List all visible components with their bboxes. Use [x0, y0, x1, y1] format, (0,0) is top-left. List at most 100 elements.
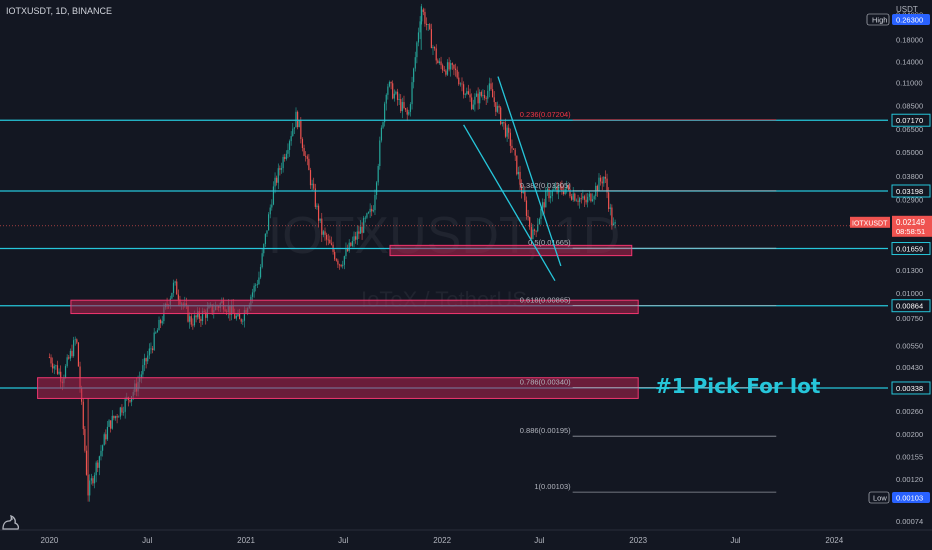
level-tag: 0.01659 [891, 242, 931, 256]
current-price: 0.02149 [896, 218, 925, 227]
candle [108, 419, 110, 428]
candle-body [433, 46, 436, 49]
price-tick-label: 0.06500 [896, 125, 923, 134]
candle-body [472, 104, 474, 110]
candle [606, 173, 608, 199]
candle-body [608, 192, 610, 209]
candle [446, 59, 449, 76]
candle-body [438, 61, 441, 64]
candle [372, 205, 374, 213]
candle [554, 182, 557, 191]
candle [591, 193, 594, 203]
candle-body [276, 177, 278, 183]
candle [143, 353, 146, 372]
candle [324, 227, 326, 241]
candle [69, 348, 71, 362]
candle-body [496, 106, 499, 112]
candle-body [395, 91, 397, 94]
candle [148, 343, 150, 360]
candle [550, 190, 552, 204]
candle-body [102, 445, 104, 451]
candle [480, 90, 482, 98]
candle-body [100, 450, 102, 457]
candle [438, 58, 441, 65]
tradingview-logo-icon[interactable] [0, 510, 22, 532]
candle [240, 318, 242, 324]
candle-body [393, 93, 395, 99]
candle-body [147, 355, 149, 362]
candle-body [477, 93, 479, 104]
candle-body [448, 62, 450, 70]
candle [471, 93, 473, 111]
candle [90, 473, 92, 485]
candle-body [479, 91, 481, 104]
candle-body [375, 182, 378, 195]
candle-body [501, 121, 503, 125]
candle-body [541, 202, 544, 209]
candle-body [119, 407, 121, 417]
candle-body [340, 264, 342, 267]
candle [171, 292, 173, 299]
candle-body [235, 315, 237, 319]
candle-body [556, 187, 558, 193]
candle-body [92, 478, 94, 484]
candle-body [176, 281, 178, 295]
candle [385, 93, 387, 111]
price-axis[interactable]: USDT 0.240000.180000.140000.110000.08500… [850, 0, 932, 530]
candle [282, 154, 284, 173]
time-axis[interactable]: 2020 Jul 2021 Jul 2022 Jul 2023 Jul 2024 [0, 529, 932, 545]
candle-body [108, 420, 110, 427]
candle [417, 27, 420, 47]
candle [253, 283, 255, 298]
candle-body [385, 94, 387, 104]
candle [406, 107, 408, 121]
level-tag: 0.03198 [891, 184, 931, 198]
candle-body [572, 193, 574, 200]
level-tag-box [891, 242, 931, 256]
candle-body [498, 106, 500, 108]
candle-body [606, 178, 608, 193]
candle-body [437, 60, 439, 64]
candle [450, 59, 452, 77]
candle [269, 204, 271, 219]
candle [603, 176, 605, 187]
candle-body [537, 224, 539, 232]
candle-body [264, 233, 266, 245]
candle [529, 216, 531, 230]
candle-body [190, 316, 192, 325]
current-price-tag: IOTXUSDT 0.02149 08:58:51 [850, 215, 932, 237]
candle [95, 460, 97, 483]
time-label: Jul [730, 536, 740, 545]
candle-body [308, 158, 310, 171]
candle-body [288, 141, 291, 150]
candle-body [316, 205, 318, 207]
candle [492, 82, 494, 98]
candle [427, 23, 429, 32]
candle [482, 89, 484, 101]
candle-body [98, 456, 100, 468]
candle-body [240, 319, 242, 322]
candle [264, 233, 266, 247]
candle [443, 66, 445, 72]
candle-body [280, 168, 283, 170]
candle-body [82, 401, 84, 430]
support-zone [389, 244, 633, 257]
candle-body [272, 186, 275, 205]
level-tags: 0.07170 0.03198 0.01659 0.00864 0.00338 [891, 113, 931, 395]
candle [258, 271, 260, 285]
candle [351, 236, 354, 248]
candle [496, 101, 499, 114]
candle-body [414, 57, 416, 69]
currency-label: USDT [896, 5, 918, 14]
candle [463, 81, 465, 99]
candle [345, 242, 347, 260]
price-tick-label: 0.18000 [896, 36, 923, 45]
candle [408, 109, 410, 116]
candle-body [76, 339, 78, 343]
candle [77, 341, 80, 367]
candle-body [306, 156, 308, 159]
watermark-line1: IOTXUSDT, 1D [268, 207, 621, 265]
candle-body [535, 230, 537, 232]
